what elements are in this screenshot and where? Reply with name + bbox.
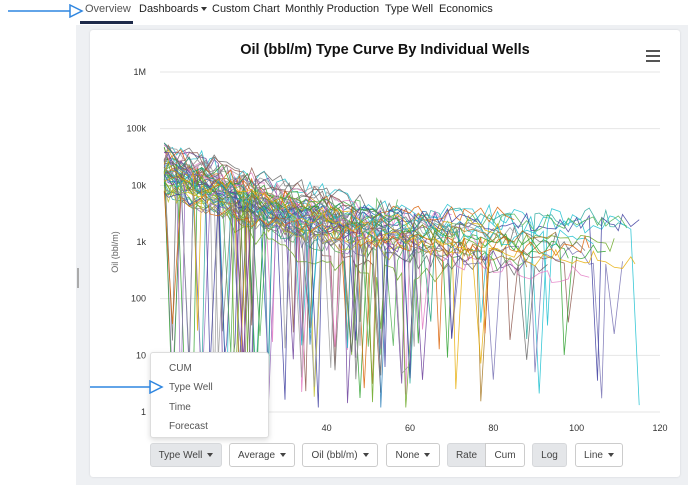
x-tick-label: 80 <box>488 423 498 433</box>
nav-dashboards[interactable]: Dashboards <box>139 3 208 15</box>
rate-toggle[interactable]: Rate <box>447 443 486 467</box>
series-line <box>163 151 590 393</box>
series-line <box>163 191 477 408</box>
series-line <box>164 161 548 376</box>
nav-dashboards-label: Dashboards <box>139 3 199 15</box>
series-line <box>163 166 557 243</box>
y-tick-label: 10 <box>136 350 146 360</box>
hamburger-menu-icon[interactable] <box>646 50 660 62</box>
chart-style-select[interactable]: Line <box>575 443 623 467</box>
annotation-arrow-icon <box>8 4 84 18</box>
caret-down-icon <box>607 453 614 458</box>
caret-down-icon <box>280 453 287 458</box>
cum-toggle[interactable]: Cum <box>485 443 525 467</box>
y-tick-label: 1 <box>141 407 146 417</box>
series-line <box>163 167 461 387</box>
caret-down-icon <box>201 7 208 12</box>
dropdown-item-forecast[interactable]: Forecast <box>169 421 208 432</box>
y-tick-label: 10k <box>131 180 146 190</box>
caret-down-icon <box>362 453 369 458</box>
log-toggle[interactable]: Log <box>532 443 567 467</box>
y-axis-label: Oil (bbl/m) <box>110 231 120 273</box>
nav-overview[interactable]: Overview <box>85 3 131 15</box>
chart-title: Oil (bbl/m) Type Curve By Individual Wel… <box>240 42 530 58</box>
series-line <box>163 181 448 408</box>
average-select-label: Average <box>237 450 276 461</box>
group-select[interactable]: None <box>386 443 440 467</box>
chart-plot: 1 10 100 1k 10k 100k 1M 40 60 80 100 120 Oil (bbl/m) <box>110 67 668 433</box>
y-tick-label: 1M <box>133 67 146 77</box>
series-line <box>163 180 615 253</box>
nav-active-underline <box>80 21 133 24</box>
dropdown-item-cum[interactable]: CUM <box>169 363 192 374</box>
x-tick-label: 100 <box>569 423 584 433</box>
series-line <box>163 167 628 354</box>
series-line <box>163 144 361 214</box>
y-tick-label: 1k <box>136 237 146 247</box>
nav-economics[interactable]: Economics <box>439 3 493 15</box>
y-tick-label: 100 <box>131 294 146 304</box>
x-tick-label: 120 <box>652 423 667 433</box>
series-line <box>163 164 381 394</box>
x-tick-label: 60 <box>405 423 415 433</box>
series-line <box>164 169 594 349</box>
series-line <box>163 190 590 350</box>
nav-type-well[interactable]: Type Well <box>385 3 434 15</box>
dropdown-item-time[interactable]: Time <box>169 402 191 413</box>
nav-custom-chart[interactable]: Custom Chart <box>212 3 280 15</box>
series-line <box>163 171 398 347</box>
series-line <box>163 160 636 364</box>
chart-style-select-label: Line <box>584 450 603 461</box>
annotation-arrow-icon <box>90 380 164 394</box>
dropdown-item-type-well[interactable]: Type Well <box>169 382 213 393</box>
top-navigation: Overview Dashboards Custom Chart Monthly… <box>0 0 688 24</box>
y-tick-label: 100k <box>126 124 146 134</box>
type-well-select-label: Type Well <box>158 450 203 461</box>
caret-down-icon <box>207 453 214 458</box>
resize-handle[interactable] <box>77 268 79 288</box>
caret-down-icon <box>424 453 431 458</box>
x-tick-label: 40 <box>322 423 332 433</box>
series-line <box>164 156 344 405</box>
metric-select[interactable]: Oil (bbl/m) <box>302 443 378 467</box>
average-select[interactable]: Average <box>229 443 295 467</box>
metric-select-label: Oil (bbl/m) <box>311 450 358 461</box>
chart-type-dropdown: CUM Type Well Time Forecast <box>150 352 269 438</box>
group-select-label: None <box>395 450 420 461</box>
nav-monthly-production[interactable]: Monthly Production <box>285 3 380 15</box>
type-well-select[interactable]: Type Well <box>150 443 222 467</box>
